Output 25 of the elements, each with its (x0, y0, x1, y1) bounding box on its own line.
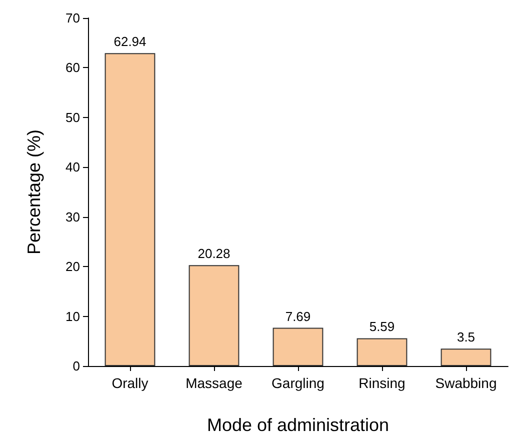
y-tick-label: 30 (66, 209, 80, 224)
x-axis-title: Mode of administration (206, 415, 390, 435)
bar (272, 328, 324, 366)
x-tick-label: Swabbing (435, 375, 497, 391)
y-tick-label: 60 (66, 60, 80, 76)
bar (440, 348, 492, 366)
x-tick-label: Rinsing (358, 375, 406, 391)
data-label: 20.28 (198, 246, 230, 262)
data-label: 3.5 (456, 330, 476, 345)
y-tick-label: 40 (66, 160, 80, 175)
y-tick-label: 10 (66, 308, 80, 324)
bar (356, 338, 408, 366)
y-tick-label: 0 (72, 358, 80, 374)
data-label: 7.69 (285, 308, 311, 324)
y-axis-title: Percentage (%) (24, 129, 44, 255)
bar (188, 265, 240, 366)
data-label: 62.94 (114, 34, 146, 50)
x-tick-label: Gargling (272, 375, 324, 391)
x-tick-label: Massage (186, 375, 243, 391)
x-tick-label: Orally (112, 375, 148, 391)
y-tick-label: 50 (66, 110, 80, 125)
y-tick-label: 70 (66, 10, 80, 26)
bar (104, 53, 156, 366)
data-label: 5.59 (369, 319, 395, 334)
y-tick-label: 20 (66, 259, 80, 274)
